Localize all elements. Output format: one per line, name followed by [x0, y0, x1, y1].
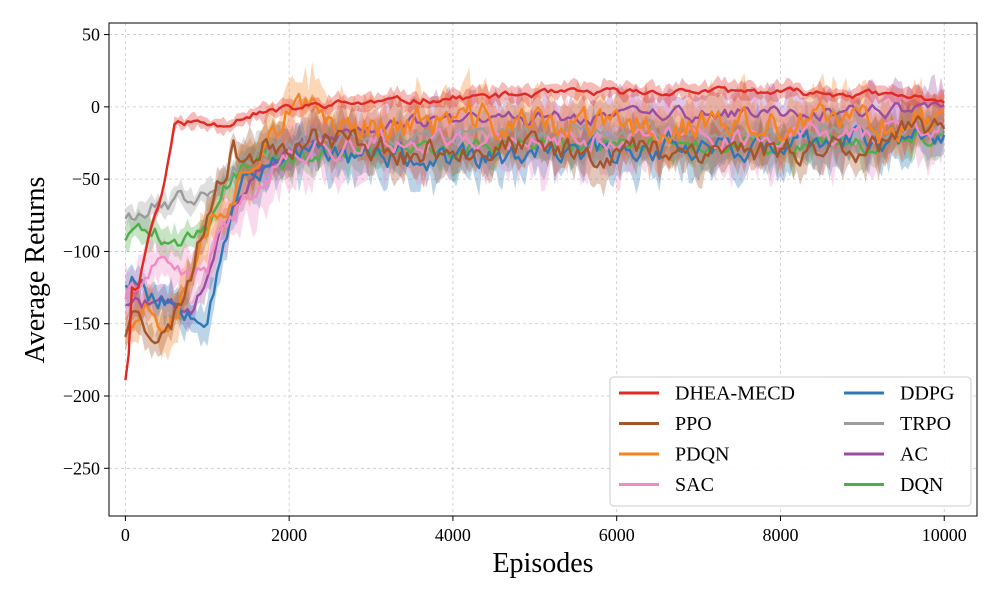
x-tick-label: 6000: [599, 525, 635, 545]
x-axis-label: Episodes: [492, 548, 593, 579]
x-tick-label: 0: [121, 525, 130, 545]
legend: DHEA-MECD PPO PDQN SAC DDPG TRPO AC DQN: [609, 376, 972, 507]
line-sac: [124, 119, 946, 300]
x-tick-label: 2000: [271, 525, 307, 545]
y-tick-label: −250: [63, 458, 100, 478]
legend-label: DHEA-MECD: [675, 383, 795, 405]
y-tick-label: −150: [63, 314, 100, 334]
legend-label: TRPO: [900, 413, 951, 435]
legend-label: DDPG: [900, 383, 954, 405]
axis-ticks: 0 2000 4000 6000 8000 10000 −250 −200 −150 −100 −5…: [63, 25, 967, 545]
x-tick-label: 10000: [922, 525, 967, 545]
legend-label: PPO: [675, 413, 712, 435]
line-ddpg: [124, 125, 946, 329]
y-tick-label: 50: [82, 25, 100, 45]
legend-label: DQN: [900, 474, 943, 496]
legend-label: SAC: [675, 474, 714, 496]
legend-box: [609, 376, 972, 507]
plot-frame: [108, 22, 978, 517]
y-tick-label: −100: [63, 241, 100, 261]
band-ddpg: [125, 98, 945, 347]
series-lines: [124, 85, 946, 381]
y-tick-label: 0: [91, 97, 100, 117]
line-ppo: [124, 115, 946, 345]
x-tick-label: 4000: [435, 525, 471, 545]
line-dhea-mecd: [124, 85, 945, 381]
legend-label: AC: [900, 444, 928, 466]
grid: [109, 23, 977, 516]
legend-label: PDQN: [675, 444, 729, 466]
y-tick-label: −200: [63, 386, 100, 406]
y-tick-label: −50: [72, 169, 100, 189]
x-tick-label: 8000: [762, 525, 798, 545]
y-axis-label: Average Returns: [20, 177, 51, 364]
